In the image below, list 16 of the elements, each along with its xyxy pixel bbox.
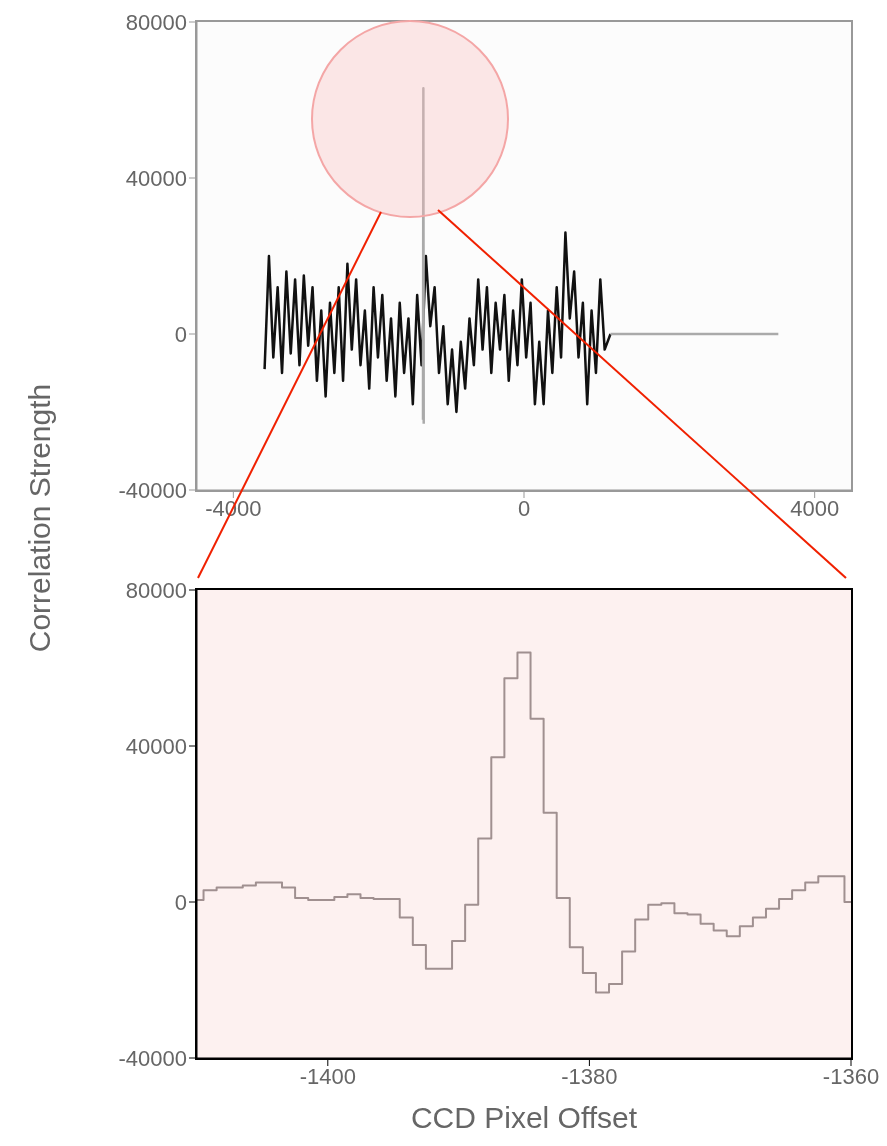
x-tick-label: 4000 <box>790 495 840 521</box>
y-tick-label: 80000 <box>125 577 187 603</box>
y-tick-label: 40000 <box>125 165 187 191</box>
x-axis-title: CCD Pixel Offset <box>410 1101 638 1134</box>
y-tick-label: -40000 <box>118 1045 187 1071</box>
x-tick-label: -1360 <box>822 1063 880 1089</box>
y-tick-label: 80000 <box>125 9 187 35</box>
y-tick-label: -40000 <box>118 477 187 503</box>
x-tick-label: -1380 <box>561 1063 618 1089</box>
x-tick-label: -1400 <box>299 1063 356 1089</box>
y-tick-label: 0 <box>174 889 187 915</box>
y-axis-title: Correlation Strength <box>23 383 57 653</box>
x-tick-label: 0 <box>517 495 531 521</box>
line-series <box>263 231 612 414</box>
y-tick-label: 40000 <box>125 733 187 759</box>
y-tick-label: 0 <box>174 321 187 347</box>
